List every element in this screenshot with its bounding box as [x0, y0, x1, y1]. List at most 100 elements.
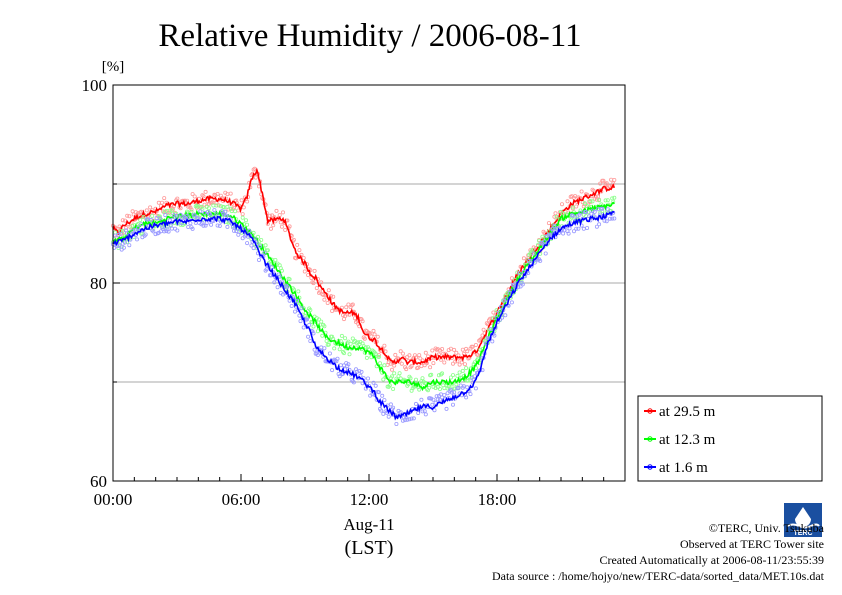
axis-ticks: 60 80 100 00:00 06:00 12:00 18:00 [82, 76, 605, 509]
scatter-point [382, 398, 387, 403]
scatter-point [546, 232, 551, 237]
scatter-point [284, 283, 289, 288]
series-line [112, 201, 615, 392]
scatter-point [612, 216, 617, 221]
scatter-point [432, 408, 437, 413]
created-text: Created Automatically at 2006-08-11/23:5… [599, 553, 824, 567]
scatter-point [359, 369, 364, 374]
scatter-point [440, 371, 445, 376]
scatter-point [605, 207, 610, 212]
scatter-point [308, 338, 313, 343]
scatter-point [291, 237, 296, 242]
scatter-point [590, 199, 595, 204]
scatter-point [561, 231, 566, 236]
scatter-point [528, 261, 533, 266]
scatter-point [312, 268, 317, 273]
scatter-point [278, 220, 283, 225]
scatter-point [441, 351, 446, 356]
scatter-point [343, 336, 348, 341]
scatter-point [166, 229, 171, 234]
scatter-point [298, 319, 303, 324]
scatter-point [185, 198, 190, 203]
scatter-point [299, 306, 304, 311]
scatter-point [170, 217, 175, 222]
scatter-point [431, 397, 436, 402]
scatter-point [538, 258, 543, 263]
scatter-point [255, 234, 260, 239]
scatter-point [156, 200, 161, 205]
scatter-point [311, 281, 316, 286]
scatter-point [452, 390, 457, 395]
scatter-point [417, 353, 422, 358]
scatter-point [319, 319, 324, 324]
scatter-point [490, 339, 495, 344]
scatter-point [392, 371, 397, 376]
scatter-point [468, 392, 473, 397]
scatter-point [153, 232, 158, 237]
scatter-point [311, 331, 316, 336]
scatter-point [362, 336, 367, 341]
scatter-point [276, 272, 281, 277]
scatter-point [393, 352, 398, 357]
scatter-point [320, 333, 325, 338]
scatter-point [423, 350, 428, 355]
scatter-point [131, 212, 136, 217]
scatter-point [127, 243, 132, 248]
scatter-point [279, 268, 284, 273]
scatter-point [462, 362, 467, 367]
scatter-point [594, 224, 599, 229]
scatter-point [449, 390, 454, 395]
scatter-point [394, 421, 399, 426]
scatter-point [496, 310, 501, 315]
scatter-point [598, 181, 603, 186]
scatter-point [397, 371, 402, 376]
scatter-point [322, 324, 327, 329]
scatter-point [363, 345, 368, 350]
chart-title: Relative Humidity / 2006-08-11 [158, 18, 581, 54]
scatter-point [149, 217, 154, 222]
scatter-point [331, 294, 336, 299]
scatter-point [267, 213, 272, 218]
scatter-point [597, 222, 602, 227]
scatter-point [400, 351, 405, 356]
scatter-point [420, 409, 425, 414]
scatter-point [251, 230, 256, 235]
scatter-point [159, 225, 164, 230]
scatter-point [433, 385, 438, 390]
scatter-point [371, 380, 376, 385]
scatter-point [363, 386, 368, 391]
scatter-point [503, 313, 508, 318]
scatter-point [171, 213, 176, 218]
scatter-point [314, 286, 319, 291]
scatter-point [264, 267, 269, 272]
scatter-point [247, 228, 252, 233]
scatter-point [346, 362, 351, 367]
scatter-point [198, 209, 203, 214]
scatter-point [437, 397, 442, 402]
scatter-point [442, 360, 447, 365]
scatter-point [585, 203, 590, 208]
scatter-point [337, 347, 342, 352]
scatter-point [347, 352, 352, 357]
scatter-point [322, 346, 327, 351]
scatter-point [612, 177, 617, 182]
scatter-point [265, 248, 270, 253]
scatter-point [520, 282, 525, 287]
scatter-point [123, 218, 128, 223]
scatter-point [148, 205, 153, 210]
scatter-point [391, 386, 396, 391]
scatter-point [167, 208, 172, 213]
scatter-point [292, 309, 297, 314]
scatter-point [240, 215, 245, 220]
scatter-point [464, 366, 469, 371]
scatter-point [455, 359, 460, 364]
scatter-point [518, 284, 523, 289]
scatter-point [602, 218, 607, 223]
scatter-point [120, 218, 125, 223]
credits-block: ©TERC, Univ. Tsukuba Observed at TERC To… [492, 520, 824, 584]
scatter-point [217, 223, 222, 228]
scatter-point [274, 208, 279, 213]
scatter-point [137, 212, 142, 217]
scatter-point [359, 317, 364, 322]
series-2 [111, 206, 617, 426]
